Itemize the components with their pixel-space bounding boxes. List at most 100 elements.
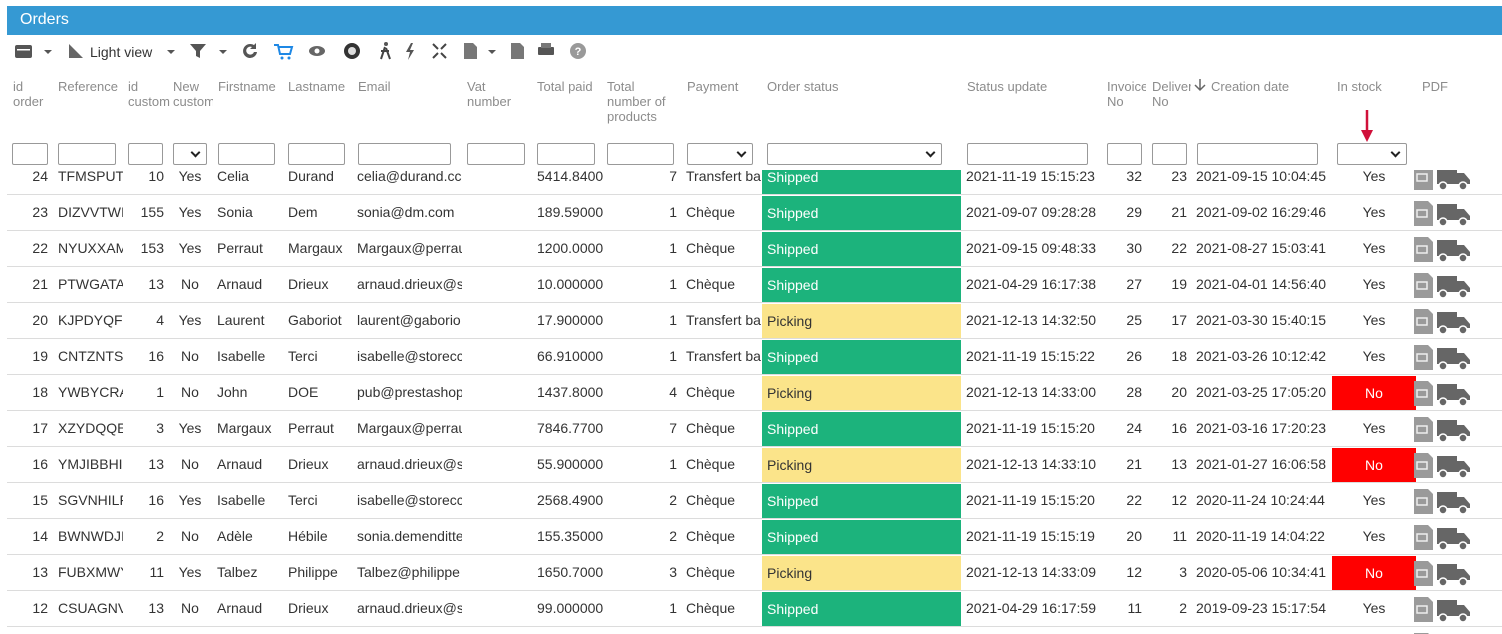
pdf-icons[interactable] xyxy=(1413,630,1477,634)
filter-input[interactable] xyxy=(12,143,48,165)
dropdown[interactable] xyxy=(167,50,175,54)
column-header[interactable]: In stock xyxy=(1337,79,1382,94)
cart-icon[interactable] xyxy=(274,44,294,55)
pdf-icons[interactable] xyxy=(1413,486,1477,516)
table-cell: 25 xyxy=(1126,312,1142,328)
column-header[interactable]: Vat number xyxy=(467,79,512,109)
filter-input[interactable] xyxy=(607,143,674,165)
pdf-icons[interactable] xyxy=(1413,450,1477,480)
filter-input[interactable] xyxy=(1197,143,1318,165)
walk-icon[interactable] xyxy=(384,42,388,46)
table-cell: FUBXMWY xyxy=(58,564,123,580)
pdf-icons[interactable] xyxy=(1413,594,1477,624)
table-cell: 11 xyxy=(1127,600,1142,616)
help-icon[interactable] xyxy=(570,43,586,59)
svg-text:?: ? xyxy=(575,46,582,58)
column-header[interactable]: Firstname xyxy=(218,79,276,94)
table-cell: PTWGATA xyxy=(58,276,123,292)
table-cell: 18 xyxy=(32,384,48,400)
column-header[interactable]: Email xyxy=(358,79,391,94)
pdf-icons[interactable] xyxy=(1413,170,1477,192)
view-label[interactable]: Light view xyxy=(90,44,153,60)
table-cell: 24 xyxy=(1126,420,1142,436)
view-icon[interactable] xyxy=(69,44,83,58)
table-cell: YMJIBBHI xyxy=(58,456,123,472)
pdf-icons[interactable] xyxy=(1413,522,1477,552)
filter-select[interactable] xyxy=(687,143,753,165)
column-header[interactable]: Creation date xyxy=(1211,79,1290,94)
column-header[interactable]: Total paid xyxy=(537,79,593,94)
column-header[interactable]: id order xyxy=(13,79,44,109)
filter-input[interactable] xyxy=(1107,143,1142,165)
pdf-icons[interactable] xyxy=(1413,198,1477,228)
refresh-icon[interactable] xyxy=(243,43,257,58)
column-header[interactable]: id custom xyxy=(128,79,170,109)
print-icon[interactable] xyxy=(538,47,554,55)
filter-select[interactable] xyxy=(173,143,207,165)
table-cell: SGVNHILF xyxy=(58,492,123,508)
table-cell: 4 xyxy=(669,384,677,400)
pdf-icons[interactable] xyxy=(1413,306,1477,336)
pdf-icons[interactable] xyxy=(1413,342,1477,372)
filter-input[interactable] xyxy=(537,143,595,165)
pdf-icons[interactable] xyxy=(1413,558,1477,588)
table-cell: 21 xyxy=(32,276,48,292)
column-header[interactable]: Deliver No xyxy=(1152,79,1191,109)
table-row: 14 BWNWDJI 2 No Adèle Hébile sonia.demenditte 1… xyxy=(7,519,1502,555)
table-cell: Drieux xyxy=(288,456,329,472)
annotation-arrow xyxy=(1361,110,1373,142)
column-header[interactable]: Reference xyxy=(58,79,118,94)
sort-arrow[interactable] xyxy=(1194,78,1206,92)
pdf-icons[interactable] xyxy=(1413,414,1477,444)
pdf-icons[interactable] xyxy=(1413,234,1477,264)
column-header[interactable]: PDF xyxy=(1422,79,1448,94)
table-cell: 1 xyxy=(669,456,677,472)
pdf-icons[interactable] xyxy=(1413,270,1477,300)
table-icon[interactable] xyxy=(15,45,32,58)
table-cell: No xyxy=(181,600,199,616)
table-cell: Durand xyxy=(288,170,334,184)
pdf-icons[interactable] xyxy=(1413,378,1477,408)
table-cell: 20 xyxy=(1126,528,1142,544)
table-cell: 1 xyxy=(669,240,677,256)
pdf-icon[interactable] xyxy=(464,43,477,59)
filter-input[interactable] xyxy=(288,143,345,165)
column-header[interactable]: Order status xyxy=(767,79,839,94)
column-header[interactable]: Lastname xyxy=(288,79,346,94)
table-cell: 13 xyxy=(148,276,164,292)
column-header[interactable]: Status update xyxy=(967,79,1048,94)
filter-input[interactable] xyxy=(967,143,1088,165)
flash-icon[interactable] xyxy=(406,43,414,60)
column-header[interactable]: New custom xyxy=(173,79,213,109)
filter-select[interactable] xyxy=(767,143,942,165)
filter-input[interactable] xyxy=(218,143,275,165)
doc-icon[interactable] xyxy=(511,43,524,59)
filter-input[interactable] xyxy=(128,143,163,165)
table-cell: isabelle@storecc xyxy=(357,492,462,508)
filter-input[interactable] xyxy=(1152,143,1187,165)
column-header[interactable]: Payment xyxy=(687,79,739,94)
column-header[interactable]: Invoice No xyxy=(1107,79,1146,109)
dropdown[interactable] xyxy=(219,50,227,54)
filter-input[interactable] xyxy=(58,143,116,165)
filter-input[interactable] xyxy=(467,143,525,165)
filter-input[interactable] xyxy=(358,143,451,165)
table-cell: 16 xyxy=(1171,420,1187,436)
dropdown[interactable] xyxy=(488,50,496,54)
table-cell: Yes xyxy=(1362,528,1386,544)
table-cell: 11 xyxy=(1172,528,1187,544)
dropdown[interactable] xyxy=(44,50,52,54)
column-header[interactable]: Total number of products xyxy=(607,79,666,124)
collapse-icon[interactable] xyxy=(432,43,447,59)
table-cell: Margaux@perrau xyxy=(357,420,462,436)
table-cell: Picking xyxy=(762,376,961,410)
filter-icon[interactable] xyxy=(190,44,206,58)
table-row: 15 SGVNHILF 16 Yes Isabelle Terci isabelle@sto… xyxy=(7,483,1502,519)
table-cell: Celia xyxy=(217,170,249,184)
table-cell: CSUAGNV xyxy=(58,600,123,616)
table-cell: 3 xyxy=(156,420,164,436)
table-cell: Yes xyxy=(1362,312,1386,328)
table-cell: 14 xyxy=(32,528,48,544)
table-cell: Drieux xyxy=(288,276,329,292)
filter-select[interactable] xyxy=(1337,143,1407,165)
